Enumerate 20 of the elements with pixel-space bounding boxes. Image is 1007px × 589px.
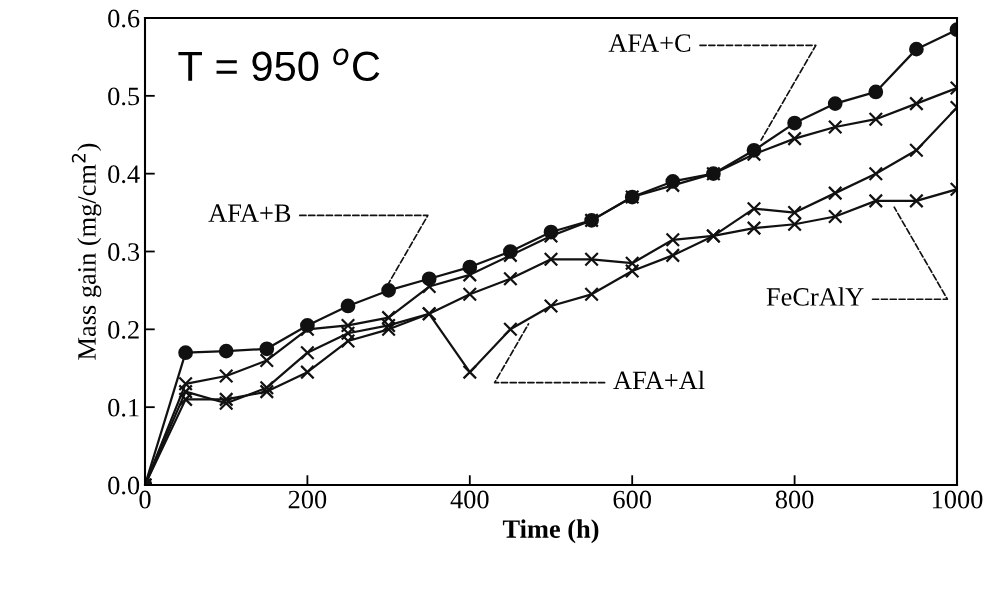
annotation: AFA+B — [208, 204, 291, 222]
x-tick-label: 400 — [450, 490, 489, 509]
x-tick-label: 0 — [139, 490, 151, 509]
y-axis-title: Mass gain (mg/cm$^{2}$) — [71, 143, 102, 360]
x-axis-title: Time (h) — [502, 519, 599, 544]
annotation: AFA+C — [608, 34, 691, 52]
y-tick-label: 0.3 — [108, 243, 140, 262]
y-tick-label: 0.4 — [108, 165, 140, 184]
x-tick-label: 800 — [775, 490, 814, 509]
x-tick-label: 1000 — [932, 490, 983, 509]
x-tick-label: 600 — [613, 490, 651, 509]
annotation: FeCrAlY — [766, 287, 864, 306]
y-tick-label: 0.5 — [108, 87, 140, 106]
y-tick-label: 0.1 — [108, 398, 139, 417]
y-tick-label: 0.2 — [108, 320, 139, 339]
y-tick-label: 0.0 — [108, 476, 140, 495]
y-tick-label: 0.6 — [108, 9, 140, 28]
annotation: AFA+Al — [613, 370, 705, 390]
x-tick-label: 200 — [288, 490, 327, 509]
annotation: T = 950 $^{o}$C — [178, 48, 380, 82]
